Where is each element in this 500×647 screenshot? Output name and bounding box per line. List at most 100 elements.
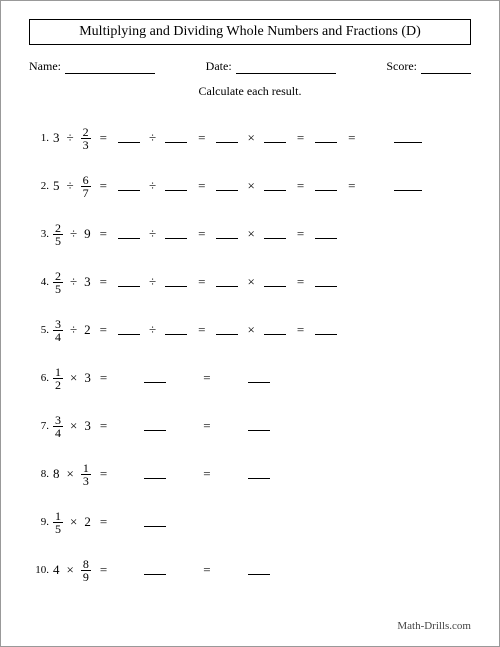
fraction: 23 xyxy=(81,126,91,151)
operator: × xyxy=(67,514,80,530)
name-label: Name: xyxy=(29,59,61,74)
answer-blank[interactable] xyxy=(165,277,187,287)
score-field: Score: xyxy=(386,59,471,74)
problem-row: 7.34×3== xyxy=(29,405,471,447)
answer-blank[interactable] xyxy=(216,133,238,143)
problem-expression: 34×3== xyxy=(53,414,272,439)
answer-blank[interactable] xyxy=(118,229,140,239)
problem-number: 9. xyxy=(29,516,53,528)
answer-blank[interactable] xyxy=(248,421,270,431)
problem-number: 3. xyxy=(29,228,53,240)
equals: = xyxy=(95,514,112,530)
problem-row: 6.12×3== xyxy=(29,357,471,399)
answer-blank[interactable] xyxy=(216,181,238,191)
answer-blank[interactable] xyxy=(264,181,286,191)
answer-blank[interactable] xyxy=(264,229,286,239)
answer-blank[interactable] xyxy=(394,133,422,143)
whole-number: 5 xyxy=(53,178,60,194)
answer-blank[interactable] xyxy=(144,373,166,383)
problem-row: 4.25÷3=÷=×= xyxy=(29,261,471,303)
answer-blank[interactable] xyxy=(144,469,166,479)
equals: = xyxy=(95,226,112,242)
operator: ÷ xyxy=(67,274,80,290)
date-blank[interactable] xyxy=(236,62,336,74)
answer-blank[interactable] xyxy=(394,181,422,191)
answer-blank[interactable] xyxy=(144,517,166,527)
equals: = xyxy=(95,418,112,434)
fraction: 15 xyxy=(53,510,63,535)
fraction: 67 xyxy=(81,174,91,199)
whole-number: 2 xyxy=(84,514,91,530)
title-box: Multiplying and Dividing Whole Numbers a… xyxy=(29,19,471,45)
problem-number: 6. xyxy=(29,372,53,384)
whole-number: 8 xyxy=(53,466,60,482)
answer-blank[interactable] xyxy=(144,421,166,431)
whole-number: 4 xyxy=(53,562,60,578)
answer-blank[interactable] xyxy=(118,277,140,287)
answer-blank[interactable] xyxy=(315,133,337,143)
answer-blank[interactable] xyxy=(264,133,286,143)
answer-blank[interactable] xyxy=(315,181,337,191)
answer-blank[interactable] xyxy=(118,133,140,143)
answer-blank[interactable] xyxy=(216,277,238,287)
answer-blank[interactable] xyxy=(118,181,140,191)
problem-list: 1.3÷23=÷=×==2.5÷67=÷=×==3.25÷9=÷=×=4.25÷… xyxy=(29,117,471,591)
problem-expression: 5÷67=÷=×== xyxy=(53,174,425,199)
fraction: 12 xyxy=(53,366,63,391)
problem-expression: 3÷23=÷=×== xyxy=(53,126,425,151)
operator: ÷ xyxy=(64,178,77,194)
fraction: 25 xyxy=(53,270,63,295)
answer-blank[interactable] xyxy=(315,277,337,287)
equals: = xyxy=(95,130,112,146)
score-blank[interactable] xyxy=(421,62,471,74)
answer-blank[interactable] xyxy=(216,229,238,239)
fraction: 89 xyxy=(81,558,91,583)
answer-blank[interactable] xyxy=(264,325,286,335)
equals: = xyxy=(95,274,112,290)
score-label: Score: xyxy=(386,59,417,74)
answer-blank[interactable] xyxy=(216,325,238,335)
problem-row: 1.3÷23=÷=×== xyxy=(29,117,471,159)
whole-number: 3 xyxy=(84,370,91,386)
problem-number: 5. xyxy=(29,324,53,336)
problem-row: 10.4×89== xyxy=(29,549,471,591)
answer-blank[interactable] xyxy=(165,229,187,239)
problem-expression: 4×89== xyxy=(53,558,272,583)
operator: ÷ xyxy=(64,130,77,146)
answer-blank[interactable] xyxy=(165,133,187,143)
problem-row: 5.34÷2=÷=×= xyxy=(29,309,471,351)
answer-blank[interactable] xyxy=(165,181,187,191)
equals: = xyxy=(95,370,112,386)
answer-blank[interactable] xyxy=(248,469,270,479)
fraction: 34 xyxy=(53,318,63,343)
instructions: Calculate each result. xyxy=(29,84,471,99)
header-row: Name: Date: Score: xyxy=(29,59,471,74)
fraction: 25 xyxy=(53,222,63,247)
whole-number: 2 xyxy=(84,322,91,338)
whole-number: 3 xyxy=(53,130,60,146)
answer-blank[interactable] xyxy=(264,277,286,287)
name-blank[interactable] xyxy=(65,62,155,74)
operator: × xyxy=(67,370,80,386)
operator: ÷ xyxy=(67,322,80,338)
problem-row: 9.15×2= xyxy=(29,501,471,543)
worksheet-page: Multiplying and Dividing Whole Numbers a… xyxy=(0,0,500,647)
problem-number: 4. xyxy=(29,276,53,288)
answer-blank[interactable] xyxy=(118,325,140,335)
fraction: 13 xyxy=(81,462,91,487)
name-field: Name: xyxy=(29,59,155,74)
problem-expression: 15×2= xyxy=(53,510,168,535)
answer-blank[interactable] xyxy=(315,325,337,335)
problem-number: 1. xyxy=(29,132,53,144)
answer-blank[interactable] xyxy=(248,565,270,575)
answer-blank[interactable] xyxy=(144,565,166,575)
answer-blank[interactable] xyxy=(315,229,337,239)
operator: ÷ xyxy=(67,226,80,242)
equals: = xyxy=(95,562,112,578)
problem-expression: 25÷9=÷=×= xyxy=(53,222,339,247)
problem-row: 2.5÷67=÷=×== xyxy=(29,165,471,207)
footer-credit: Math-Drills.com xyxy=(397,620,471,632)
answer-blank[interactable] xyxy=(165,325,187,335)
equals: = xyxy=(95,178,112,194)
answer-blank[interactable] xyxy=(248,373,270,383)
